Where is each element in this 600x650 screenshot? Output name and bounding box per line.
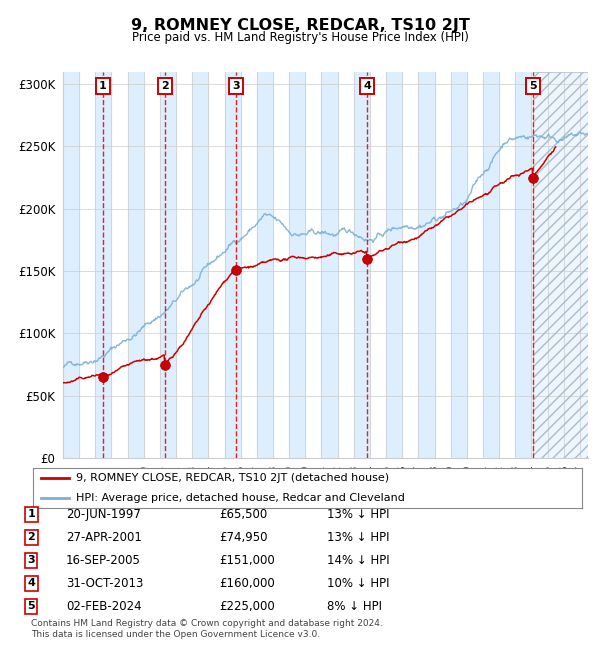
Text: 4: 4 [363,81,371,91]
Bar [451,72,467,458]
Text: 4: 4 [27,578,35,588]
Bar [160,72,176,458]
Text: £225,000: £225,000 [219,600,275,613]
Bar [483,72,499,458]
Bar [548,72,564,458]
Bar [322,72,338,458]
Text: 02-FEB-2024: 02-FEB-2024 [66,600,142,613]
Text: 27-APR-2001: 27-APR-2001 [66,530,142,543]
Text: 9, ROMNEY CLOSE, REDCAR, TS10 2JT: 9, ROMNEY CLOSE, REDCAR, TS10 2JT [131,18,469,33]
Bar [192,72,208,458]
Text: 5: 5 [28,601,35,612]
Bar [224,72,241,458]
Text: 13% ↓ HPI: 13% ↓ HPI [327,508,389,521]
Bar [63,72,79,458]
Text: 14% ↓ HPI: 14% ↓ HPI [327,554,389,567]
Text: HPI: Average price, detached house, Redcar and Cleveland: HPI: Average price, detached house, Redc… [76,493,404,503]
Text: This data is licensed under the Open Government Licence v3.0.: This data is licensed under the Open Gov… [31,630,320,639]
Bar [257,72,273,458]
Bar [386,72,402,458]
Bar [289,72,305,458]
Text: £74,950: £74,950 [219,530,268,543]
Text: Contains HM Land Registry data © Crown copyright and database right 2024.: Contains HM Land Registry data © Crown c… [31,619,383,629]
Bar [533,72,588,458]
Text: £151,000: £151,000 [219,554,275,567]
Text: 2: 2 [161,81,169,91]
Bar [515,72,532,458]
Text: 5: 5 [529,81,537,91]
Text: 1: 1 [99,81,107,91]
Text: 31-OCT-2013: 31-OCT-2013 [66,577,143,590]
Text: Price paid vs. HM Land Registry's House Price Index (HPI): Price paid vs. HM Land Registry's House … [131,31,469,44]
Bar [580,72,588,458]
Bar [128,72,144,458]
Text: 3: 3 [232,81,240,91]
Text: 13% ↓ HPI: 13% ↓ HPI [327,530,389,543]
Text: £65,500: £65,500 [219,508,267,521]
Text: 16-SEP-2005: 16-SEP-2005 [66,554,141,567]
Bar [354,72,370,458]
Bar [95,72,112,458]
Bar [533,72,588,458]
Bar [533,72,588,458]
Text: 2: 2 [28,532,35,542]
Text: 3: 3 [28,555,35,566]
Text: 20-JUN-1997: 20-JUN-1997 [66,508,141,521]
Text: £160,000: £160,000 [219,577,275,590]
Bar [418,72,434,458]
Text: 8% ↓ HPI: 8% ↓ HPI [327,600,382,613]
Text: 1: 1 [28,509,35,519]
Text: 9, ROMNEY CLOSE, REDCAR, TS10 2JT (detached house): 9, ROMNEY CLOSE, REDCAR, TS10 2JT (detac… [76,473,389,484]
Text: 10% ↓ HPI: 10% ↓ HPI [327,577,389,590]
